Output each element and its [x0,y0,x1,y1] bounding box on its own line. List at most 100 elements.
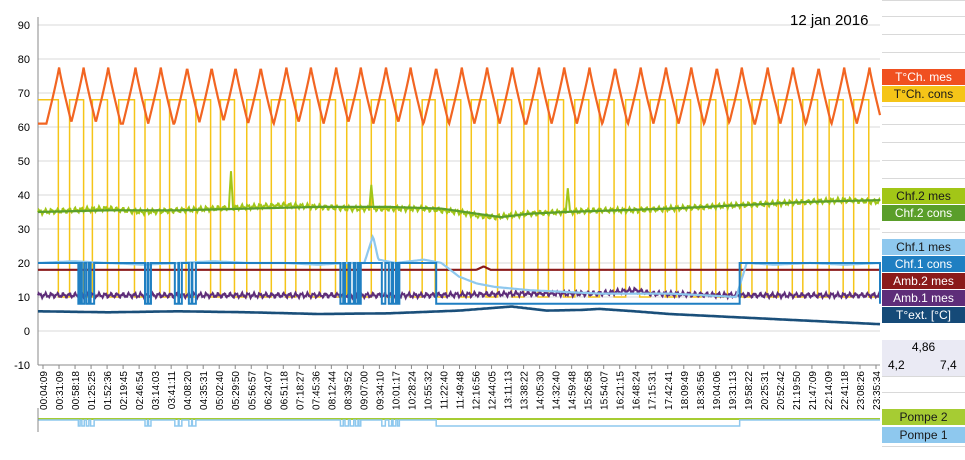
x-tick-label: 23:08:26 [856,371,867,410]
info-value-left: 4,2 [888,358,905,372]
x-tick-label: 12:16:56 [472,371,483,410]
legend-gridline [882,106,965,107]
y-tick-label: 10 [18,292,30,304]
legend-gridline [882,16,965,17]
x-tick-label: 17:42:41 [664,371,675,410]
legend-item-tch-cons: T°Ch. cons [882,86,965,102]
x-tick-label: 02:46:54 [135,371,146,410]
x-tick-label: 01:25:25 [87,371,98,410]
x-tick-label: 14:32:40 [552,371,563,410]
y-axis: -10 0 10 20 30 40 50 60 70 80 90 [14,17,39,372]
info-value-center: 4,86 [911,340,936,354]
x-tick-label: 19:58:22 [744,371,755,410]
x-tick-label: 15:54:07 [600,371,611,410]
legend-gridline [882,142,965,143]
x-axis: 00:04:09 00:31:09 00:58:18 01:25:25 01:52:36… [38,364,882,410]
legend-panel: T°Ch. mes T°Ch. cons Chf.2 mes Chf.2 cons Ch… [882,0,965,460]
legend-gridline [882,446,965,447]
x-tick-label: 12:44:05 [488,371,499,410]
x-tick-label: 22:41:18 [840,371,851,410]
x-tick-label: 08:12:44 [327,371,338,410]
x-tick-label: 04:08:20 [183,371,194,410]
series-line-tch-mes [38,67,882,127]
x-tick-label: 08:39:52 [343,371,354,410]
x-tick-label: 18:36:56 [696,371,707,410]
x-tick-label: 09:07:00 [359,371,370,410]
x-tick-label: 07:45:36 [311,371,322,410]
x-tick-label: 13:11:13 [504,371,515,410]
x-tick-label: 01:52:36 [103,371,114,410]
legend-item-chf1-cons: Chf.1 cons [882,256,965,272]
x-tick-label: 14:59:48 [568,371,579,410]
pump-line-pompe1 [38,419,880,427]
x-tick-label: 02:19:45 [119,371,130,410]
y-tick-label: 50 [18,156,30,168]
x-tick-label: 16:48:24 [632,371,643,410]
main-chart: -10 0 10 20 30 40 50 60 70 80 90 00:04:09 00:31:09 0… [14,17,882,432]
legend-item-pompe2: Pompe 2 [882,409,965,425]
chart-grid [38,24,880,366]
series-line-chf1-cons [38,262,881,305]
x-tick-label: 00:31:09 [55,371,66,410]
x-tick-label: 21:47:09 [808,371,819,410]
x-tick-label: 18:09:49 [680,371,691,410]
legend-gridline [882,376,965,377]
x-tick-label: 20:25:31 [760,371,771,410]
x-tick-label: 11:22:40 [439,371,450,410]
y-tick-label: -10 [14,360,30,372]
x-tick-label: 16:21:15 [616,371,627,410]
legend-gridline [882,160,965,161]
y-tick-label: 90 [18,20,30,32]
y-tick-label: 20 [18,258,30,270]
legend-item-tch-mes: T°Ch. mes [882,69,965,85]
series-line-amb2-mes [38,265,880,271]
series-line-chf1-mes [37,233,881,299]
x-tick-label: 00:04:09 [39,371,50,410]
x-tick-label: 07:18:27 [295,371,306,410]
x-tick-label: 17:15:31 [648,371,659,410]
legend-gridline [882,392,965,393]
legend-item-pompe1: Pompe 1 [882,427,965,443]
legend-gridline [882,232,965,233]
legend-item-chf1-mes: Chf.1 mes [882,239,965,255]
series-line-tch-cons [38,99,880,298]
x-tick-label: 03:14:03 [151,371,162,410]
x-tick-label: 06:51:18 [279,371,290,410]
y-tick-label: 0 [24,326,30,338]
info-value-right: 7,4 [940,358,957,372]
x-tick-label: 04:35:31 [199,371,210,410]
x-tick-label: 06:24:07 [263,371,274,410]
series-line-chf2-cons [38,199,880,219]
x-tick-label: 10:55:32 [423,371,434,410]
y-tick-label: 40 [18,190,30,202]
series-layer [37,67,882,326]
x-tick-label: 15:26:58 [584,371,595,410]
legend-gridline [882,0,965,1]
x-tick-label: 13:38:22 [520,371,531,410]
x-tick-label: 05:56:57 [247,371,258,410]
y-tick-label: 70 [18,88,30,100]
y-tick-label: 60 [18,122,30,134]
legend-item-amb2-mes: Amb.2 mes [882,273,965,289]
x-tick-label: 05:29:50 [231,371,242,410]
y-tick-label: 80 [18,54,30,66]
x-tick-label: 19:31:13 [728,371,739,410]
x-tick-label: 20:52:42 [776,371,787,410]
x-tick-label: 22:14:09 [824,371,835,410]
legend-gridline [882,178,965,179]
x-tick-label: 21:19:50 [792,371,803,410]
x-tick-label: 14:05:30 [536,371,547,410]
legend-gridline [882,124,965,125]
x-tick-label: 03:41:11 [167,371,178,410]
pump-layer [37,408,880,432]
info-box [882,340,965,376]
y-tick-label: 30 [18,224,30,236]
x-tick-label: 09:34:10 [375,371,386,410]
x-tick-label: 10:01:17 [391,371,402,410]
legend-item-amb1-mes: Amb.1 mes [882,290,965,306]
x-tick-label: 05:02:40 [215,371,226,410]
legend-item-text: T°ext. [°C] [882,307,965,323]
legend-gridline [882,34,965,35]
legend-item-chf2-cons: Chf.2 cons [882,205,965,221]
x-tick-label: 19:04:06 [712,371,723,410]
